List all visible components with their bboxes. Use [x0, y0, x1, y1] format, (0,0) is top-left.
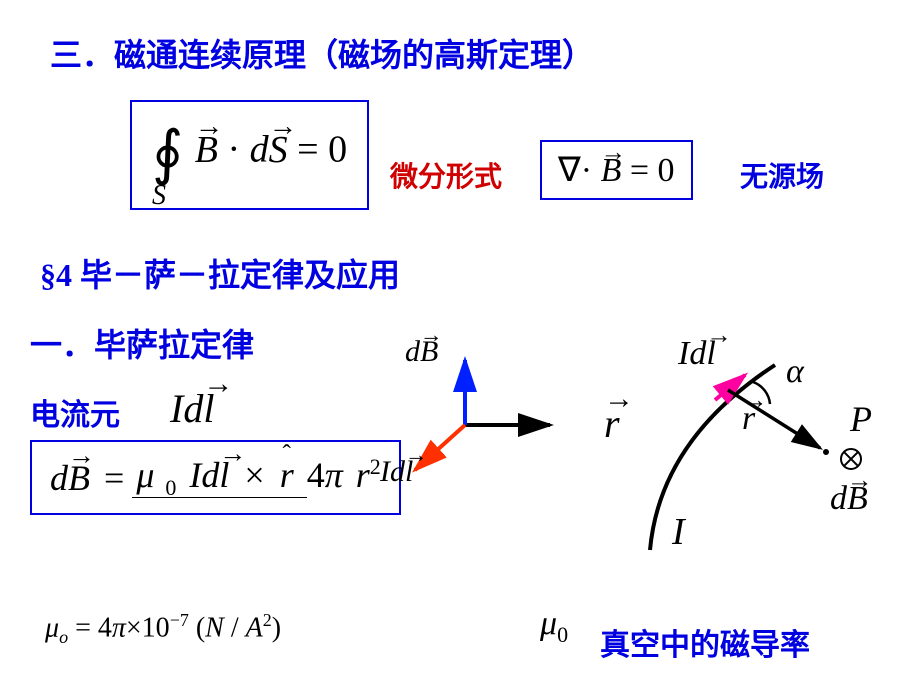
gauss-integral-box: ∮ B · dS = 0 S [130, 100, 369, 210]
label-permeability: 真空中的磁导率 [600, 620, 810, 664]
eq-zero: = 0 [297, 129, 347, 171]
label-current-element: 电流元 [30, 390, 120, 434]
nabla: ∇· [558, 152, 592, 189]
db-label-left: dB [405, 335, 438, 369]
div-B: B [601, 152, 622, 189]
sym-B: B [195, 129, 218, 171]
idl-standalone: Idl [170, 385, 214, 432]
mu0-symbol: μ0 [540, 605, 568, 648]
I-label: I [672, 510, 685, 554]
alpha-label: α [786, 353, 804, 391]
r-small-label: r [742, 400, 755, 438]
db-label-right: dB [830, 480, 868, 518]
label-sourceless: 无源场 [740, 155, 824, 195]
idl-label-right: Idl [678, 335, 716, 373]
sym-dS: S [269, 129, 288, 171]
heading-3: 三．磁通连续原理（磁场的高斯定理） [50, 30, 594, 76]
section-4: §4 毕－萨－拉定律及应用 [40, 250, 400, 296]
biot-savart-box: dB = μ 0 Idl × rˆ 4π r2 [30, 440, 401, 515]
idl-label-left: Idl [380, 455, 413, 489]
mu0-value: μo = 4π×10−7 (N / A2) [45, 610, 281, 648]
integral-sub: S [152, 180, 166, 212]
P-label: P [850, 398, 872, 440]
div-rhs: = 0 [630, 152, 675, 189]
gauss-div-box: ∇· B = 0 [540, 140, 693, 200]
heading-1: 一．毕萨拉定律 [30, 320, 254, 366]
label-differential: 微分形式 [390, 155, 502, 195]
